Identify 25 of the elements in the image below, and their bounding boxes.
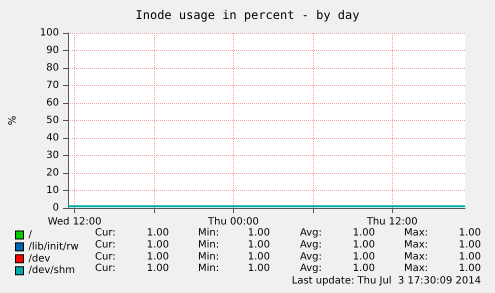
y-tick-label: 10 [46, 185, 59, 196]
text: Last update: Thu Jul 3 17:30:09 2014 [292, 276, 482, 286]
text: Cur: 1.00 Min: 1.00 Avg: 1.00 Max: 1.00 [95, 251, 481, 262]
text: Cur: 1.00 Min: 1.00 Avg: 1.00 Max: 1.00 [95, 239, 481, 250]
legend-label: /lib/init/rw [28, 241, 79, 252]
x-tick-label: Thu 00:00 [207, 216, 259, 228]
y-tick-label: 50 [46, 115, 59, 126]
legend-label: / [28, 230, 32, 240]
y-tick-label: 70 [46, 80, 59, 91]
y-tick-label: 90 [46, 45, 59, 56]
y-tick-label: 60 [46, 98, 59, 108]
y-tick-label: 30 [46, 150, 59, 161]
y-tick-label: 20 [46, 168, 59, 178]
y-tick-label: 0 [52, 202, 59, 214]
y-tick-label: 40 [46, 132, 59, 144]
y-tick-label: 80 [46, 62, 59, 74]
legend-label: /dev [28, 253, 50, 264]
chart-title: Inode usage in percent - by day [136, 8, 360, 22]
text: Cur: 1.00 Min: 1.00 Avg: 1.00 Max: 1.00 [95, 263, 481, 274]
y-axis-title: % [8, 116, 18, 126]
x-tick-label: Thu 12:00 [366, 216, 418, 228]
text: Cur: 1.00 Min: 1.00 Avg: 1.00 Max: 1.00 [95, 228, 481, 238]
x-tick-label: Wed 12:00 [48, 216, 102, 228]
legend-label: /dev/shm [28, 265, 75, 276]
y-tick-label: 100 [40, 28, 59, 38]
